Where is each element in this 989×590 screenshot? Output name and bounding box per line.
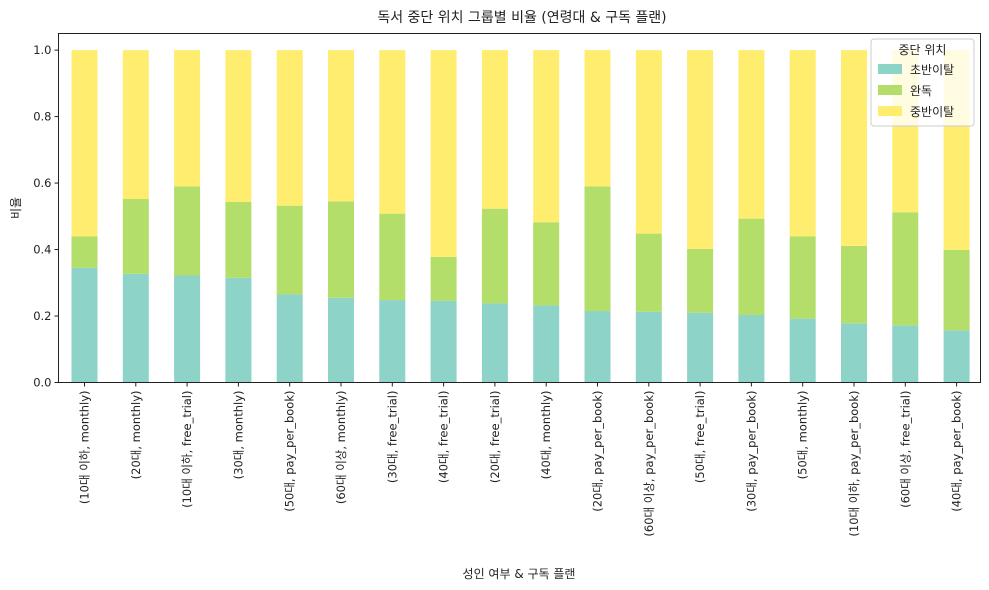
bar-segment-중반이탈-8 xyxy=(481,50,508,209)
bar-segment-중반이탈-12 xyxy=(687,50,714,249)
bar-segment-완독-8 xyxy=(481,208,508,304)
x-tick-label: (30대, pay_per_book) xyxy=(744,391,758,512)
y-tick-label: 0.4 xyxy=(33,243,51,257)
bar-segment-중반이탈-14 xyxy=(789,50,816,237)
bar-segment-완독-12 xyxy=(687,248,714,313)
bar-segment-초반이탈-5 xyxy=(328,297,354,383)
legend-swatch xyxy=(878,106,902,116)
bars-group xyxy=(71,50,970,383)
legend-swatch xyxy=(878,85,902,95)
legend-label: 초반이탈 xyxy=(910,63,954,77)
bar-segment-초반이탈-15 xyxy=(841,323,867,383)
bar-segment-완독-10 xyxy=(584,186,611,312)
bar-segment-완독-3 xyxy=(225,202,252,278)
legend-title: 중단 위치 xyxy=(899,43,947,57)
bar-segment-초반이탈-1 xyxy=(122,273,149,383)
bar-segment-초반이탈-12 xyxy=(687,312,714,383)
x-tick-label: (50대, pay_per_book) xyxy=(283,391,297,512)
legend-label: 중반이탈 xyxy=(910,105,954,119)
x-tick-label: (30대, free_trial) xyxy=(385,391,399,484)
bar-segment-중반이탈-11 xyxy=(635,50,662,234)
bar-segment-완독-1 xyxy=(122,199,149,274)
y-axis: 0.0 0.2 0.4 0.6 0.8 1.0 xyxy=(33,43,59,390)
bar-segment-중반이탈-0 xyxy=(71,50,98,237)
legend-label: 완독 xyxy=(910,84,932,98)
chart-title: 독서 중단 위치 그룹별 비율 (연령대 & 구독 플랜) xyxy=(377,10,666,26)
bar-segment-완독-4 xyxy=(276,205,303,295)
bar-segment-중반이탈-3 xyxy=(225,50,252,203)
bar-segment-초반이탈-16 xyxy=(892,325,919,383)
x-axis: (10대 이하, monthly) (20대, monthly) (10대 이하, … xyxy=(78,382,964,537)
bar-segment-완독-17 xyxy=(943,249,970,331)
bar-segment-중반이탈-5 xyxy=(328,50,354,202)
y-tick-label: 0.8 xyxy=(33,110,51,124)
bar-segment-완독-15 xyxy=(841,245,867,324)
bar-segment-초반이탈-8 xyxy=(481,303,508,383)
bar-segment-초반이탈-0 xyxy=(71,267,98,383)
bar-segment-초반이탈-6 xyxy=(379,300,406,383)
bar-segment-초반이탈-11 xyxy=(635,311,662,383)
bar-segment-초반이탈-2 xyxy=(174,275,201,383)
x-tick-label: (50대, monthly) xyxy=(796,391,810,480)
bar-segment-초반이탈-3 xyxy=(225,277,252,383)
bar-segment-완독-7 xyxy=(430,256,457,301)
bar-segment-중반이탈-2 xyxy=(174,50,201,187)
y-axis-label: 비율 xyxy=(9,197,23,219)
x-tick-label: (20대, pay_per_book) xyxy=(591,391,605,512)
bar-segment-초반이탈-14 xyxy=(789,318,816,383)
x-axis-label: 성인 여부 & 구독 플랜 xyxy=(463,567,576,581)
bar-segment-초반이탈-10 xyxy=(584,311,611,383)
bar-segment-완독-5 xyxy=(328,201,354,298)
bar-segment-중반이탈-6 xyxy=(379,50,406,214)
y-tick-label: 0.2 xyxy=(33,309,51,323)
bar-segment-초반이탈-4 xyxy=(276,294,303,383)
x-tick-label: (40대, pay_per_book) xyxy=(950,391,964,512)
x-tick-label: (10대 이하, pay_per_book) xyxy=(847,391,861,537)
bar-segment-중반이탈-9 xyxy=(533,50,560,223)
legend-swatch xyxy=(878,64,902,74)
bar-segment-완독-0 xyxy=(71,236,98,268)
bar-segment-완독-6 xyxy=(379,213,406,301)
y-tick-label: 1.0 xyxy=(33,43,51,57)
bar-segment-완독-2 xyxy=(174,186,201,276)
x-tick-label: (10대 이하, free_trial) xyxy=(180,391,194,508)
x-tick-label: (60대 이상, free_trial) xyxy=(898,391,912,508)
bar-segment-초반이탈-7 xyxy=(430,300,457,383)
bar-segment-완독-11 xyxy=(635,233,662,312)
bar-segment-완독-9 xyxy=(533,222,560,306)
bar-segment-초반이탈-17 xyxy=(943,330,970,383)
bar-segment-완독-16 xyxy=(892,212,919,326)
x-tick-label: (20대, monthly) xyxy=(129,391,143,480)
x-tick-label: (40대, monthly) xyxy=(539,391,553,480)
bar-segment-완독-14 xyxy=(789,236,816,319)
x-tick-label: (40대, free_trial) xyxy=(437,391,451,484)
bar-segment-초반이탈-13 xyxy=(738,315,765,383)
plot-frame xyxy=(58,33,981,383)
x-tick-label: (10대 이하, monthly) xyxy=(78,391,92,505)
legend-box xyxy=(870,38,975,127)
bar-segment-중반이탈-4 xyxy=(276,50,303,206)
x-tick-label: (20대, free_trial) xyxy=(488,391,502,484)
y-tick-label: 0.0 xyxy=(33,376,51,390)
bar-segment-중반이탈-7 xyxy=(430,50,457,257)
bar-segment-중반이탈-1 xyxy=(122,50,149,200)
x-tick-label: (50대, free_trial) xyxy=(693,391,707,484)
bar-segment-중반이탈-15 xyxy=(841,50,867,246)
bar-segment-중반이탈-13 xyxy=(738,50,765,219)
x-tick-label: (60대 이상, monthly) xyxy=(334,391,348,505)
x-tick-label: (60대 이상, pay_per_book) xyxy=(642,391,656,537)
y-tick-label: 0.6 xyxy=(33,176,51,190)
bar-segment-중반이탈-10 xyxy=(584,50,611,187)
bar-segment-완독-13 xyxy=(738,218,765,316)
bar-segment-초반이탈-9 xyxy=(533,305,560,383)
x-tick-label: (30대, monthly) xyxy=(231,391,245,480)
